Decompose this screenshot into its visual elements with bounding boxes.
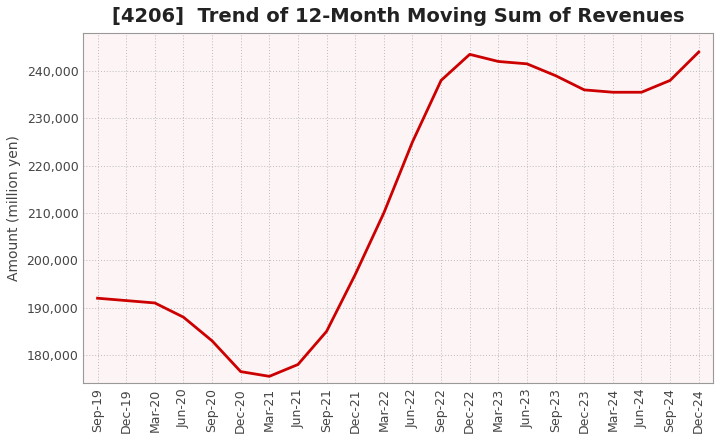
Title: [4206]  Trend of 12-Month Moving Sum of Revenues: [4206] Trend of 12-Month Moving Sum of R…: [112, 7, 685, 26]
Y-axis label: Amount (million yen): Amount (million yen): [7, 136, 21, 281]
